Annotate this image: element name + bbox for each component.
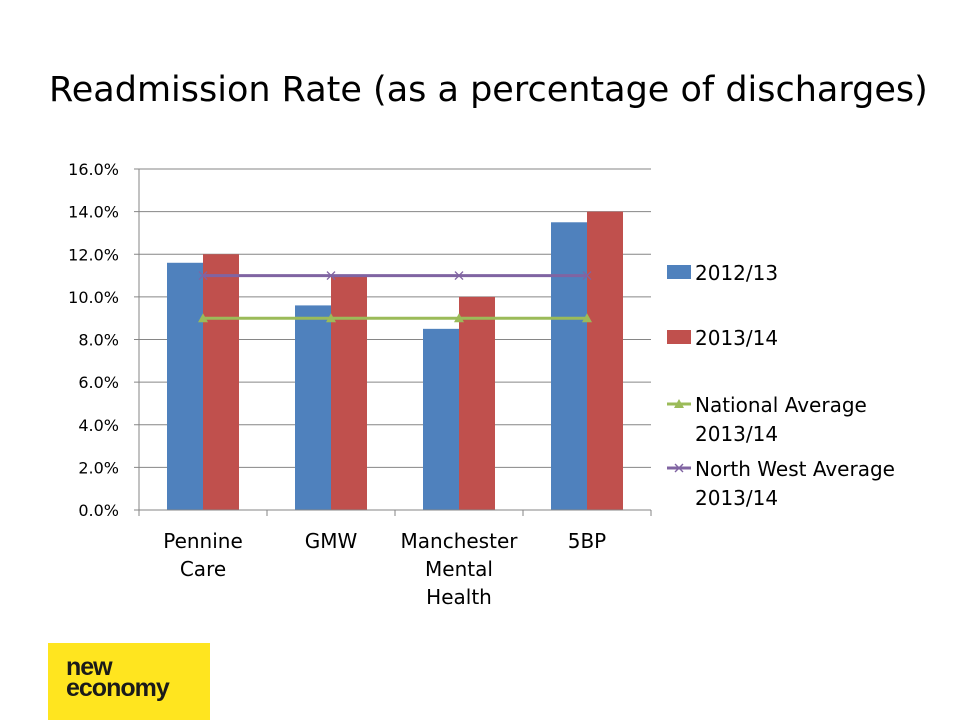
y-tick-label: 14.0% bbox=[68, 203, 119, 222]
x-category-label: Care bbox=[180, 557, 226, 581]
legend-label: 2013/14 bbox=[695, 422, 778, 446]
line-point-national-average bbox=[326, 313, 336, 323]
x-category-label: 5BP bbox=[568, 529, 607, 553]
bar-2013-14 bbox=[203, 254, 239, 510]
legend-swatch bbox=[667, 265, 691, 279]
legend-swatch bbox=[667, 330, 691, 344]
line-point-north-west-average bbox=[582, 271, 592, 281]
slide-title: Readmission Rate (as a percentage of dis… bbox=[49, 70, 928, 110]
legend-label: North West Average bbox=[695, 457, 895, 481]
x-category-label: Pennine bbox=[163, 529, 243, 553]
new-economy-logo: new economy bbox=[48, 643, 210, 720]
legend-label: 2013/14 bbox=[695, 486, 778, 510]
bar-2013-14 bbox=[587, 211, 623, 510]
x-category-label: Mental bbox=[425, 557, 493, 581]
legend-marker bbox=[674, 463, 684, 473]
bar-2012-13 bbox=[167, 262, 203, 510]
x-category-label: Manchester bbox=[401, 529, 519, 553]
line-point-north-west-average bbox=[198, 271, 208, 281]
bar-2013-14 bbox=[331, 275, 367, 510]
x-category-label: GMW bbox=[305, 529, 358, 553]
logo-line-1: new bbox=[66, 653, 113, 681]
line-point-national-average bbox=[198, 313, 208, 323]
legend-label: National Average bbox=[695, 393, 867, 417]
y-tick-label: 10.0% bbox=[68, 288, 119, 307]
line-point-national-average bbox=[582, 313, 592, 323]
x-category-label: Health bbox=[426, 585, 492, 609]
bar-2012-13 bbox=[551, 222, 587, 510]
y-tick-label: 0.0% bbox=[78, 501, 119, 520]
y-tick-label: 16.0% bbox=[68, 160, 119, 179]
line-point-north-west-average bbox=[454, 271, 464, 281]
line-point-north-west-average bbox=[326, 271, 336, 281]
bar-2012-13 bbox=[295, 305, 331, 510]
bar-2013-14 bbox=[459, 296, 495, 510]
y-tick-label: 12.0% bbox=[68, 245, 119, 264]
logo-line-2: economy bbox=[66, 674, 170, 702]
bar-2012-13 bbox=[423, 328, 459, 510]
readmission-chart: 0.0% 2.0% 4.0% 6.0% 8.0% 10.0% 12.0% 14.0% 16.0%… bbox=[68, 160, 895, 609]
y-tick-label: 6.0% bbox=[78, 373, 119, 392]
logo-text: new economy bbox=[66, 653, 170, 702]
line-point-national-average bbox=[454, 313, 464, 323]
y-tick-label: 8.0% bbox=[78, 331, 119, 350]
legend-label: 2012/13 bbox=[695, 261, 778, 285]
legend-marker bbox=[674, 399, 684, 408]
y-tick-label: 4.0% bbox=[78, 416, 119, 435]
y-tick-label: 2.0% bbox=[78, 458, 119, 477]
legend-label: 2013/14 bbox=[695, 326, 778, 350]
